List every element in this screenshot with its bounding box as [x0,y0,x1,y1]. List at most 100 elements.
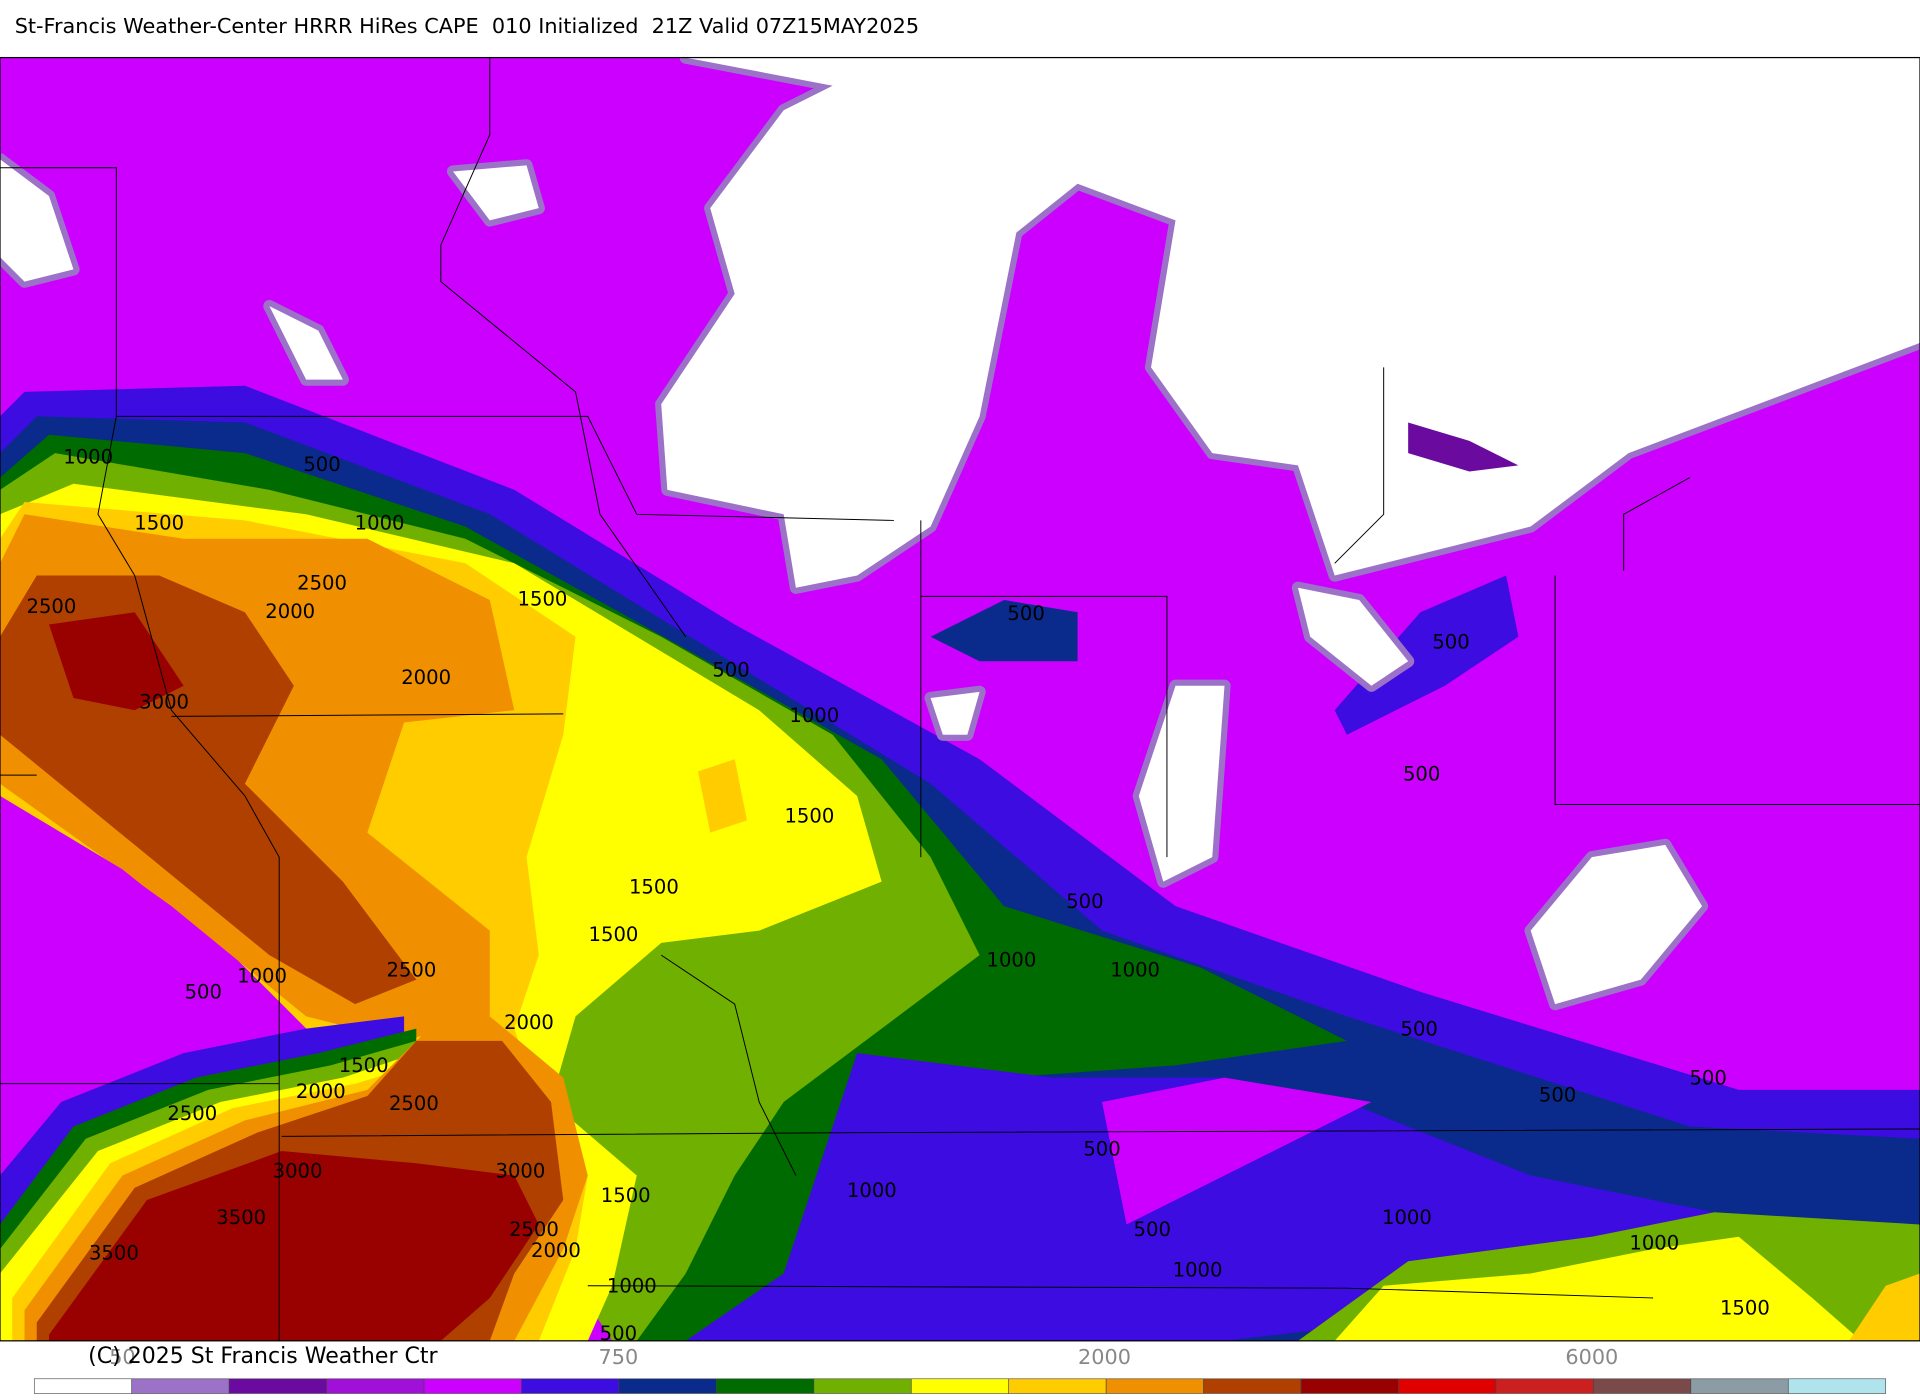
contour-label: 1000 [1629,1232,1679,1255]
border-line [1334,367,1385,564]
colorbar-swatch [716,1378,815,1394]
contour-label: 1000 [1382,1206,1432,1229]
border-line [1623,477,1691,571]
contour-label: 2000 [265,600,315,623]
colorbar-swatch [1593,1378,1692,1394]
contour-label: 500 [303,453,340,476]
contour-label: 2000 [401,666,451,689]
contour-label: 1000 [987,949,1037,972]
map-title: St-Francis Weather-Center HRRR HiRes CAP… [15,14,919,38]
colorbar-swatch [33,1378,133,1394]
contour-label: 1000 [1173,1259,1223,1282]
border-line [920,595,1168,858]
contour-label: 1000 [63,445,113,468]
border-line [1554,575,1920,805]
contour-label: 1500 [629,875,679,898]
cape-contour-fill [1334,1236,1862,1341]
contour-label: 2500 [389,1092,439,1115]
contour-label: 1500 [1720,1296,1770,1319]
contour-label: 500 [1432,630,1469,653]
map-frame [0,56,1920,1342]
copyright: (C) 2025 St Francis Weather Ctr [88,1344,438,1369]
colorbar-label: 6000 [1565,1345,1618,1369]
contour-label: 500 [185,981,222,1004]
contour-label: 500 [1007,602,1044,625]
colorbar-label: 50 [109,1345,135,1369]
colorbar-swatch [326,1378,425,1394]
cape-contour-fill [1334,575,1519,735]
contour-label: 3500 [216,1206,266,1229]
contour-label: 1500 [518,588,568,611]
contour-label: 500 [1400,1017,1437,1040]
colorbar-swatch [521,1378,620,1394]
border-line [281,1128,1920,1137]
contour-label: 2000 [296,1080,346,1103]
cape-contour-fill [0,153,80,288]
cape-contour-fill [263,300,349,386]
contour-label: 2500 [297,572,347,595]
cape-contour-fill [697,759,747,833]
border-line [97,416,280,1341]
contour-label: 500 [1539,1083,1576,1106]
contour-label: 500 [600,1322,637,1345]
cape-contour-fill [924,685,986,741]
colorbar-swatch [813,1378,912,1394]
cape-contour-fill [655,57,1920,594]
colorbar-swatch [423,1378,522,1394]
colorbar-swatch [910,1378,1010,1394]
colorbar-swatch [228,1378,327,1394]
contour-label: 500 [712,659,749,682]
contour-label: 3000 [495,1159,545,1182]
border-line [171,713,564,717]
contour-label: 3000 [273,1159,323,1182]
colorbar-swatch [1203,1378,1302,1394]
colorbar-swatch [1105,1378,1204,1394]
contour-label: 3000 [139,690,189,713]
border-line [660,954,797,1176]
contour-label: 1500 [601,1184,651,1207]
colorbar-swatch [1495,1378,1594,1394]
cape-contour-fill [1132,679,1231,888]
contour-label: 1000 [847,1179,897,1202]
colorbar-label: 750 [599,1345,639,1369]
contour-label: 2500 [27,595,77,618]
colorbar-swatch [1787,1378,1887,1394]
cape-contour-fill [48,612,184,711]
cape-contour-fill [48,1151,539,1341]
colorbar-swatch [618,1378,717,1394]
contour-label: 1500 [784,804,834,827]
contour-label: 1000 [607,1274,657,1297]
contour-label: 1500 [134,512,184,535]
contour-label: 2000 [504,1011,554,1034]
contour-label: 1000 [237,965,287,988]
contour-label: 500 [1083,1137,1120,1160]
contour-label: 500 [1066,890,1103,913]
contour-label: 1000 [789,704,839,727]
cape-contour-fill [0,795,331,1109]
cape-contour-fill [446,159,545,227]
border-line [0,167,894,521]
colorbar-swatch [1398,1378,1497,1394]
contour-label: 1000 [355,512,405,535]
cape-contour-fill [1408,422,1519,472]
colorbar-swatch [1690,1378,1789,1394]
contour-label: 3500 [89,1241,139,1264]
cape-contour-fill [1524,838,1709,1011]
contour-label: 1500 [339,1054,389,1077]
contour-label: 500 [1689,1066,1726,1089]
colorbar-swatch [1300,1378,1399,1394]
cape-contour-fill [1102,1077,1372,1225]
contour-label: 1000 [1110,959,1160,982]
colorbar-swatch [131,1378,230,1394]
border-line [587,1285,1654,1299]
contour-label: 2500 [387,959,437,982]
contour-label: 2500 [509,1218,559,1241]
contour-label: 2500 [167,1102,217,1125]
colorbar-swatch [1008,1378,1107,1394]
colorbar: 50 750 2000 6000 [33,1345,1887,1394]
contour-label: 2000 [531,1239,581,1262]
cape-contour-fill [1848,1273,1920,1341]
contour-label: 500 [1134,1218,1171,1241]
